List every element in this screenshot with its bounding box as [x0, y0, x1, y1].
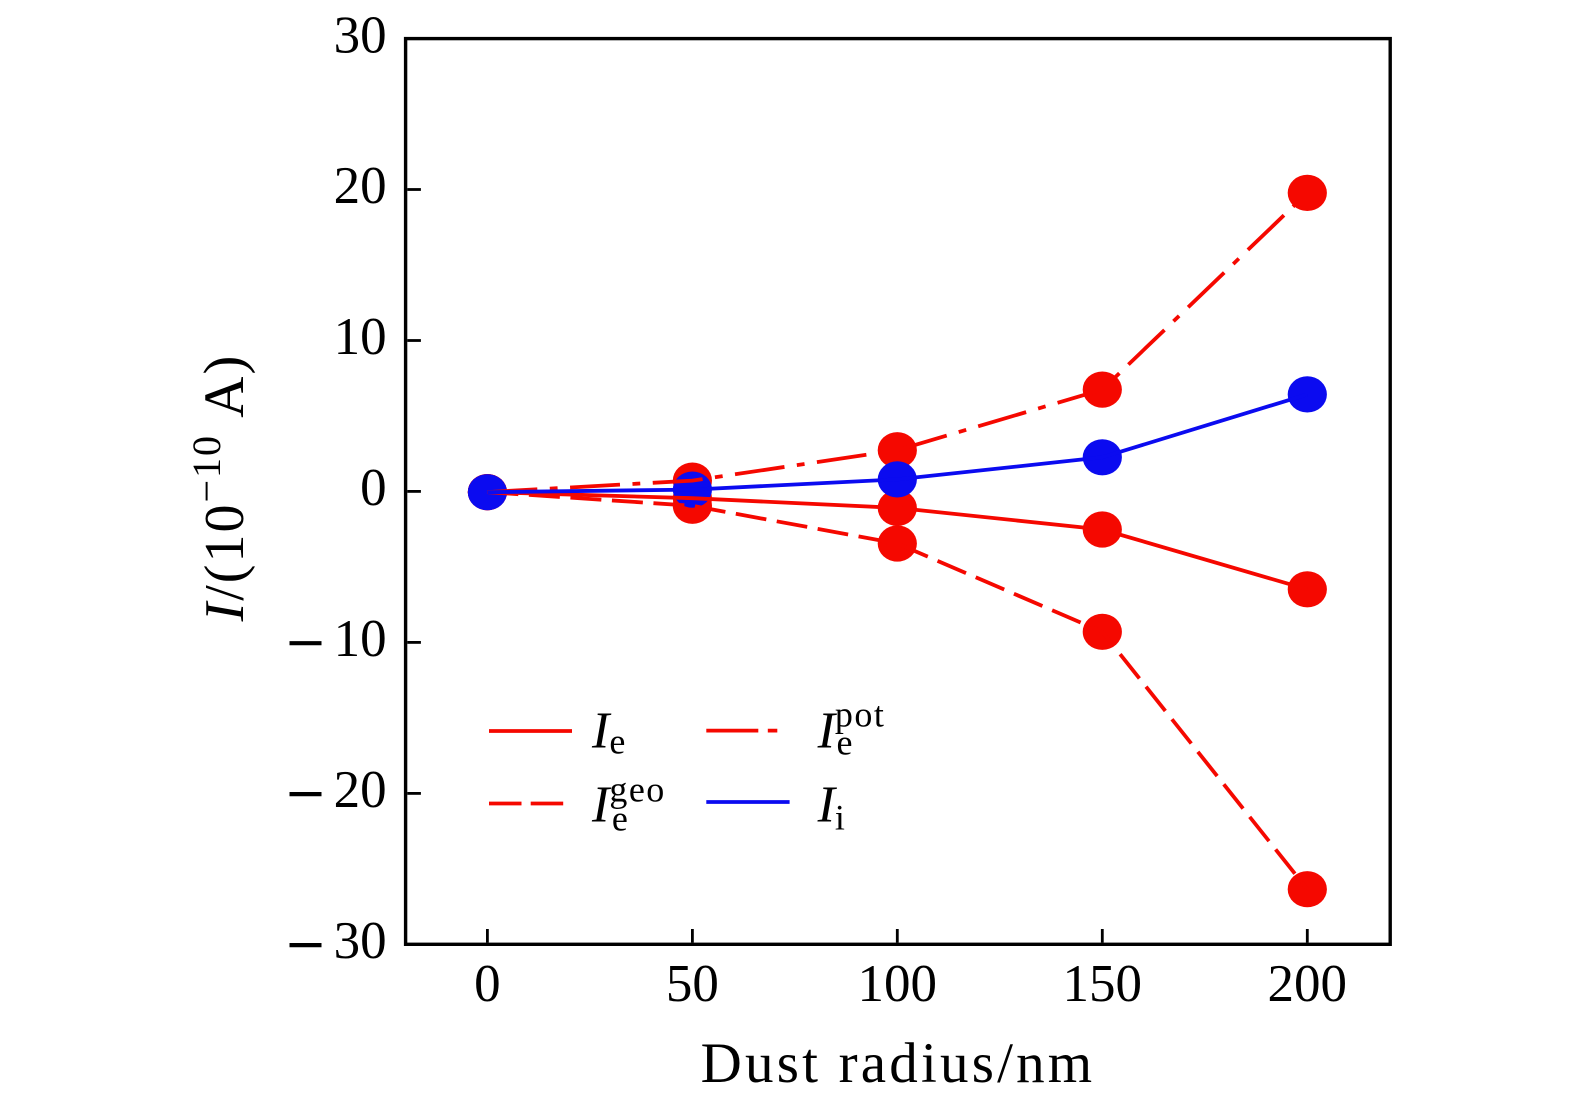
- svg-text:10: 10: [334, 610, 387, 668]
- svg-text:150: 150: [1063, 955, 1143, 1013]
- svg-text:10: 10: [334, 308, 387, 366]
- svg-text:Ii: Ii: [817, 777, 845, 838]
- svg-text:30: 30: [334, 6, 387, 64]
- svg-text:Ie: Ie: [591, 703, 625, 762]
- svg-text:0: 0: [360, 459, 387, 517]
- svg-text:20: 20: [334, 157, 387, 215]
- svg-text:20: 20: [334, 761, 387, 819]
- svg-text:100: 100: [858, 955, 938, 1013]
- svg-text:Dust radius/nm: Dust radius/nm: [701, 1032, 1096, 1095]
- svg-text:50: 50: [666, 955, 719, 1013]
- svg-text:0: 0: [474, 955, 501, 1013]
- svg-text:200: 200: [1268, 955, 1348, 1013]
- svg-text:30: 30: [334, 912, 387, 970]
